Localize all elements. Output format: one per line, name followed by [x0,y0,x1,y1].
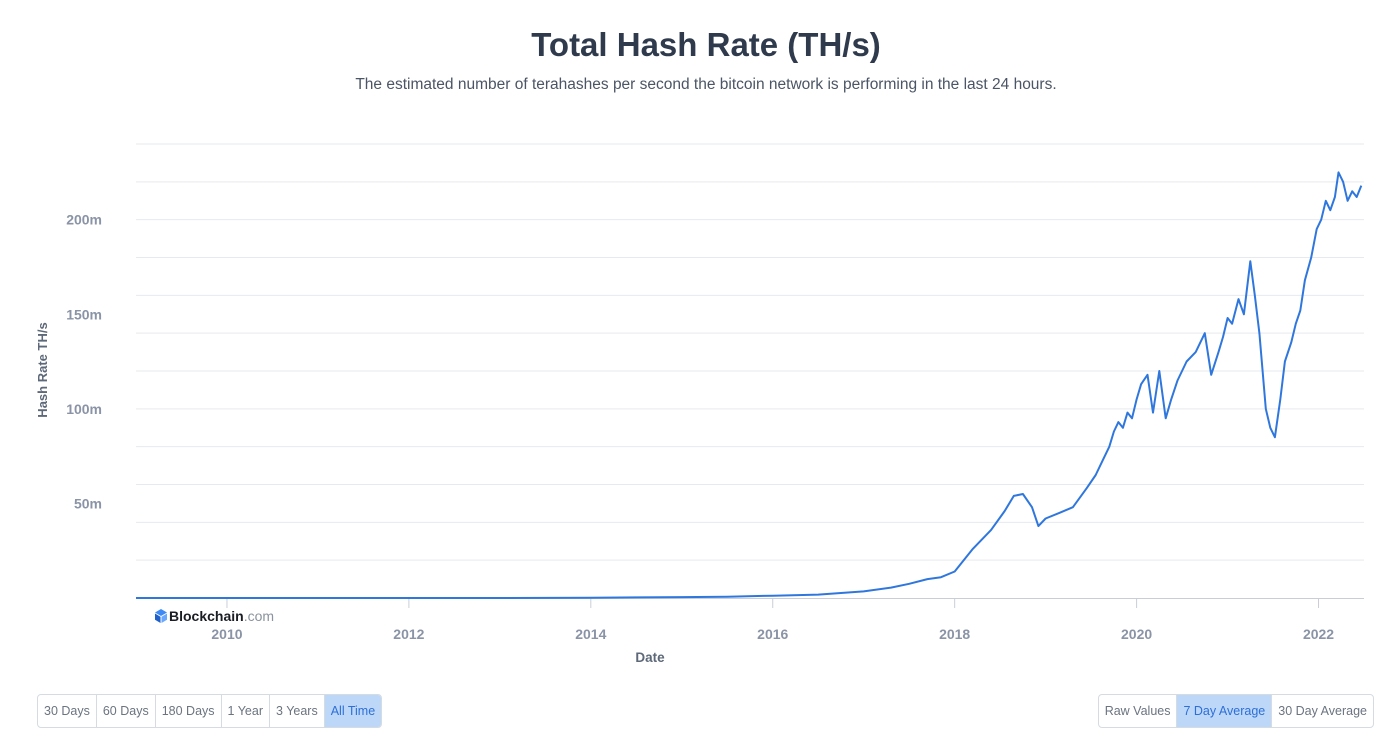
brand-name: Blockchain [169,608,244,624]
x-tick-label: 2020 [1121,626,1152,642]
y-tick-label: 150m [66,306,102,322]
y-tick-label: 50m [74,495,102,511]
range-3-years-button[interactable]: 3 Years [270,695,325,727]
x-tick-label: 2018 [939,626,970,642]
range-60-days-button[interactable]: 60 Days [97,695,156,727]
time-range-selector: 30 Days 60 Days 180 Days 1 Year 3 Years … [37,694,383,728]
x-tick-label: 2010 [211,626,242,642]
average-selector: Raw Values 7 Day Average 30 Day Average [1097,694,1374,728]
seven-day-average-button[interactable]: 7 Day Average [1177,695,1273,727]
x-tick-label: 2016 [757,626,788,642]
x-tick-label: 2012 [393,626,424,642]
series-group [136,171,1363,599]
brand-suffix: .com [243,608,275,624]
y-tick-label: 200m [66,212,102,228]
x-tick-label: 2014 [575,626,606,642]
blockchain-cube-icon [155,609,167,623]
range-180-days-button[interactable]: 180 Days [156,695,222,727]
y-tick-label: 100m [66,401,102,417]
x-axis: 2010 2012 2014 2016 2018 2020 2022 [136,598,1364,642]
x-axis-label: Date [635,650,665,665]
grid-lines [136,143,1364,561]
range-1-year-button[interactable]: 1 Year [222,695,270,727]
series-line-hash-rate [136,171,1363,599]
page-subtitle: The estimated number of terahashes per s… [355,76,1057,93]
page-title: Total Hash Rate (TH/s) [531,26,881,63]
range-all-time-button[interactable]: All Time [324,695,382,727]
x-tick-label: 2022 [1303,626,1334,642]
thirty-day-average-button[interactable]: 30 Day Average [1278,704,1367,718]
raw-values-button[interactable]: Raw Values [1099,695,1178,727]
y-axis-ticks: 50m 100m 150m 200m [66,212,102,512]
blockchain-logo: Blockchain .com [153,608,274,624]
range-30-days-button[interactable]: 30 Days [38,695,97,727]
y-axis-label: Hash Rate TH/s [35,322,50,417]
